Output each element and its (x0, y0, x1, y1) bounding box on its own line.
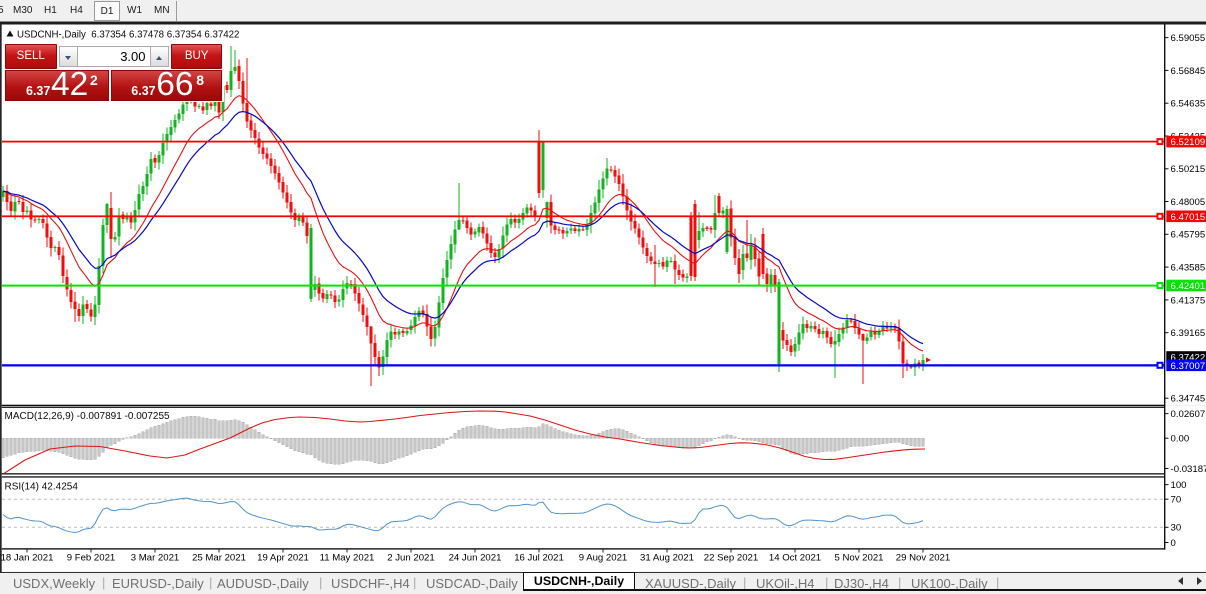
svg-text:24 Jun 2021: 24 Jun 2021 (449, 552, 502, 563)
svg-text:MACD(12,26,9) -0.007891 -0.007: MACD(12,26,9) -0.007891 -0.007255 (5, 411, 171, 422)
svg-text:0.02607: 0.02607 (1171, 409, 1206, 420)
svg-text:11 May 2021: 11 May 2021 (320, 552, 375, 563)
svg-text:22 Sep 2021: 22 Sep 2021 (704, 552, 758, 563)
svg-text:100: 100 (1171, 480, 1187, 491)
svg-text:2 Jun 2021: 2 Jun 2021 (387, 552, 434, 563)
svg-text:6.41375: 6.41375 (1171, 295, 1206, 306)
svg-text:6.54635: 6.54635 (1171, 99, 1206, 110)
svg-text:0: 0 (1171, 538, 1176, 549)
svg-text:6.47015: 6.47015 (1171, 212, 1206, 223)
svg-text:5 Nov 2021: 5 Nov 2021 (834, 552, 883, 563)
svg-text:18 Jan 2021: 18 Jan 2021 (1, 552, 54, 563)
svg-text:9 Feb 2021: 9 Feb 2021 (67, 552, 116, 563)
svg-text:6.37422: 6.37422 (1171, 353, 1206, 364)
svg-text:USDCNH-,Daily 6.37354 6.37478: USDCNH-,Daily 6.37354 6.37478 6.37354 6.… (17, 30, 239, 41)
svg-text:3 Mar 2021: 3 Mar 2021 (131, 552, 180, 563)
svg-text:6.39165: 6.39165 (1171, 328, 1206, 339)
svg-text:30: 30 (1171, 523, 1182, 534)
svg-text:19 Apr 2021: 19 Apr 2021 (257, 552, 309, 563)
svg-text:6.50215: 6.50215 (1171, 164, 1206, 175)
svg-text:14 Oct 2021: 14 Oct 2021 (769, 552, 821, 563)
svg-text:6.37007: 6.37007 (1171, 361, 1206, 372)
svg-text:0.00: 0.00 (1171, 434, 1190, 445)
svg-text:6.42401: 6.42401 (1171, 281, 1206, 292)
svg-text:6.56845: 6.56845 (1171, 66, 1206, 77)
svg-text:9 Aug 2021: 9 Aug 2021 (579, 552, 628, 563)
svg-text:25 Mar 2021: 25 Mar 2021 (192, 552, 246, 563)
svg-text:16 Jul 2021: 16 Jul 2021 (514, 552, 564, 563)
svg-text:6.34745: 6.34745 (1171, 394, 1206, 405)
svg-text:70: 70 (1171, 495, 1182, 506)
svg-text:-0.031872: -0.031872 (1171, 464, 1206, 475)
svg-text:6.59055: 6.59055 (1171, 33, 1206, 44)
svg-text:29 Nov 2021: 29 Nov 2021 (896, 552, 950, 563)
svg-text:6.48005: 6.48005 (1171, 197, 1206, 208)
svg-text:RSI(14) 42.4254: RSI(14) 42.4254 (5, 482, 79, 493)
svg-text:6.52109: 6.52109 (1171, 137, 1206, 148)
svg-text:6.45795: 6.45795 (1171, 230, 1206, 241)
svg-text:6.43585: 6.43585 (1171, 263, 1206, 274)
svg-text:31 Aug 2021: 31 Aug 2021 (640, 552, 694, 563)
